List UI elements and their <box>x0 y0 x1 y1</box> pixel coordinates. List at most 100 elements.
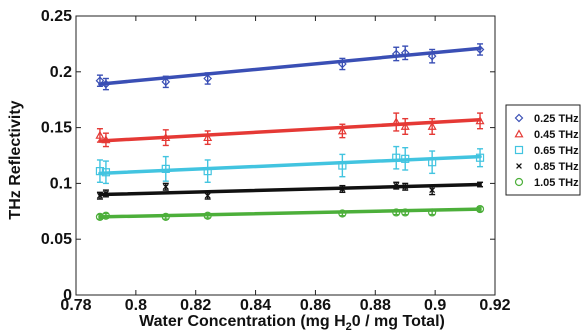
fit-line <box>98 207 482 219</box>
data-point <box>392 153 401 162</box>
x-tick-label: 0.88 <box>360 297 391 314</box>
legend-marker-diamond <box>514 113 524 123</box>
x-tick-label: 0.92 <box>479 297 510 314</box>
data-point <box>95 212 105 221</box>
y-tick-label: 0.2 <box>50 64 72 81</box>
data-point <box>95 167 105 176</box>
marker-stroke <box>402 183 409 190</box>
data-point <box>428 208 437 217</box>
data-point <box>161 77 171 87</box>
data-point <box>161 212 170 221</box>
data-point <box>97 192 103 199</box>
series-0_65-THz <box>95 145 485 185</box>
data-point <box>338 209 347 218</box>
legend-entry-label: 0.65 THz <box>534 145 579 157</box>
data-point <box>339 186 346 192</box>
x-tick-label: 0.78 <box>60 297 91 314</box>
x-tick-label: 0.82 <box>180 297 211 314</box>
x-tick-label: 0.9 <box>424 297 446 314</box>
data-point <box>203 167 212 176</box>
marker-stroke <box>339 186 346 192</box>
data-point <box>400 121 410 130</box>
marker-stroke <box>204 192 211 199</box>
plot-frame <box>75 15 496 296</box>
data-point <box>427 121 437 130</box>
legend-marker-square <box>514 145 524 155</box>
marker-stroke <box>103 190 109 197</box>
data-point <box>161 164 170 173</box>
legend-marker-circle <box>514 177 524 187</box>
data-point <box>427 51 437 61</box>
fit-line <box>98 154 482 176</box>
data-point <box>400 48 410 58</box>
legend-marker-x <box>516 163 522 169</box>
data-point <box>475 45 485 54</box>
data-point <box>477 181 483 188</box>
data-point <box>101 135 111 144</box>
y-tick-label: 0.25 <box>41 8 72 25</box>
y-tick-label: 0.15 <box>41 120 72 137</box>
marker-stroke <box>477 181 483 188</box>
data-point <box>204 192 211 199</box>
data-point <box>203 74 213 83</box>
y-tick-label: 0.05 <box>41 231 72 248</box>
legend-entry-label: 1.05 THz <box>534 177 579 189</box>
data-point <box>393 182 400 189</box>
marker-stroke <box>393 182 400 189</box>
series-1_05-THz <box>95 204 485 221</box>
data-point <box>95 76 105 86</box>
marker-stroke <box>429 187 436 194</box>
x-tick-label: 0.86 <box>300 297 331 314</box>
data-point <box>475 153 485 162</box>
x-axis-label-part: Water Concentration (mg H <box>139 313 346 330</box>
legend-marker-triangle <box>514 129 524 138</box>
data-point <box>337 126 347 135</box>
legend: 0.25 THz 0.45 THz 0.65 THz 0.85 THz 1.05 THz <box>505 104 581 196</box>
data-point <box>401 208 410 217</box>
x-axis-label-part: 0 / mg Total) <box>352 313 445 330</box>
data-point <box>338 59 347 69</box>
y-tick-label: 0.1 <box>50 175 72 192</box>
x-tick-label: 0.8 <box>125 297 147 314</box>
legend-entry-label: 0.25 THz <box>534 113 579 125</box>
marker-stroke <box>516 163 522 169</box>
axis-ticks: 0.78 0.8 0.82 0.84 0.86 0.88 0.9 0.92 0 0.05 0.1 0.… <box>41 8 511 314</box>
series-0_25-THz <box>95 43 485 91</box>
fit-line <box>98 46 482 86</box>
fit-line <box>98 182 482 197</box>
data-point <box>95 130 105 139</box>
data-point <box>162 183 169 190</box>
y-axis-label-group: THz Reflectivity <box>7 100 24 219</box>
data-point <box>101 79 111 89</box>
x-tick-label: 0.84 <box>240 297 271 314</box>
data-point <box>391 117 401 126</box>
x-axis-label-subscript: 2 <box>346 321 352 332</box>
data-point <box>475 116 485 125</box>
data-point <box>401 154 410 163</box>
data-point <box>428 158 437 167</box>
marker-stroke <box>97 192 103 199</box>
y-tick-label: 0 <box>63 287 72 304</box>
data-point <box>203 132 213 142</box>
series-0_85-THz <box>96 181 484 200</box>
data-point <box>101 211 111 220</box>
plot-area <box>95 43 485 221</box>
data-point <box>475 204 485 214</box>
legend-entry-label: 0.85 THz <box>534 161 579 173</box>
data-point <box>391 49 401 59</box>
fit-line <box>98 118 482 143</box>
x-axis-label: Water Concentration (mg H20 / mg Total) <box>139 313 445 332</box>
data-point <box>338 161 347 170</box>
data-point <box>429 187 436 194</box>
legend-entry-label: 0.45 THz <box>534 129 579 141</box>
marker-stroke <box>162 183 169 190</box>
data-point <box>101 168 111 177</box>
data-point <box>392 208 401 217</box>
data-point <box>161 132 171 142</box>
data-point <box>402 183 409 190</box>
data-point <box>103 190 109 197</box>
y-axis-label: THz Reflectivity <box>7 100 24 219</box>
data-point <box>203 211 212 220</box>
series-0_45-THz <box>95 112 485 148</box>
